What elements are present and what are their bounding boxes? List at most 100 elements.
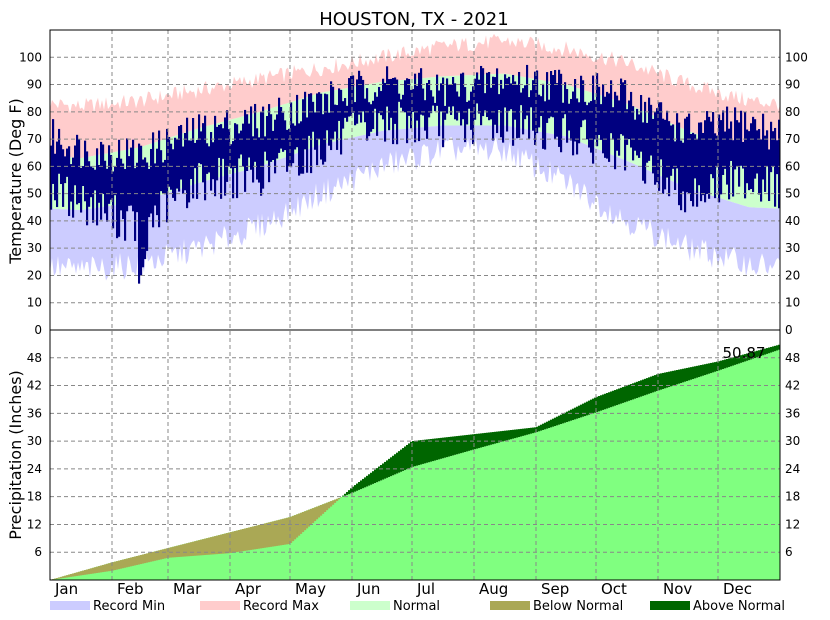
above-normal-bar xyxy=(372,471,375,484)
above-normal-bar xyxy=(652,375,655,393)
above-normal-bar xyxy=(686,367,689,382)
below-normal-bar xyxy=(114,561,117,571)
above-normal-bar xyxy=(544,422,547,430)
observed-temp-bar xyxy=(364,98,367,123)
observed-temp-bar xyxy=(760,139,763,202)
below-normal-bar xyxy=(196,540,199,556)
below-normal-bar xyxy=(306,510,309,529)
below-normal-bar xyxy=(96,566,99,573)
observed-temp-bar xyxy=(144,157,147,260)
observed-temp-bar xyxy=(404,80,407,113)
above-normal-bar xyxy=(690,367,693,380)
above-normal-bar xyxy=(528,428,531,435)
precipitation-axis-label: Precipitation (Inches) xyxy=(6,370,25,540)
observed-temp-bar xyxy=(706,111,709,194)
below-normal-bar xyxy=(216,535,219,555)
above-normal-bar xyxy=(746,353,749,361)
temperature-tick-label-left: 50 xyxy=(27,187,42,201)
observed-temp-bar xyxy=(586,105,589,140)
observed-temp-bar xyxy=(342,101,345,129)
below-normal-bar xyxy=(94,567,97,574)
above-normal-bar xyxy=(354,485,357,492)
observed-temp-bar xyxy=(512,74,515,146)
below-normal-bar xyxy=(156,550,159,561)
above-normal-bar xyxy=(718,361,721,371)
precipitation-total-label: 50.87 xyxy=(723,344,766,362)
below-normal-bar xyxy=(236,530,239,553)
observed-temp-bar xyxy=(226,110,229,182)
legend-swatch xyxy=(490,601,530,610)
month-tick-label: Dec xyxy=(723,580,752,598)
observed-temp-bar xyxy=(120,158,123,211)
observed-temp-bar xyxy=(620,78,623,135)
observed-temp-bar xyxy=(340,89,343,155)
legend-label: Record Min xyxy=(93,599,165,614)
below-normal-bar xyxy=(206,538,209,555)
above-normal-bar xyxy=(524,428,527,436)
above-normal-bar xyxy=(582,403,585,417)
observed-temp-bar xyxy=(564,82,567,115)
observed-temp-bar xyxy=(584,101,587,120)
above-normal-bar xyxy=(720,360,723,370)
observed-temp-bar xyxy=(778,119,781,209)
observed-temp-bar xyxy=(280,107,283,149)
observed-temp-bar xyxy=(88,161,91,207)
above-normal-bar xyxy=(700,365,703,377)
observed-temp-bar xyxy=(498,94,501,111)
above-normal-bar xyxy=(442,437,445,459)
below-normal-bar xyxy=(316,506,319,520)
observed-temp-bar xyxy=(714,133,717,199)
observed-temp-bar xyxy=(594,99,597,140)
observed-temp-bar xyxy=(262,106,265,189)
observed-temp-bar xyxy=(486,72,489,118)
legend-item: Record Max xyxy=(200,599,319,614)
observed-temp-bar xyxy=(704,120,707,203)
above-normal-bar xyxy=(572,408,575,421)
observed-temp-bar xyxy=(734,107,737,170)
precipitation-tick-label-left: 12 xyxy=(27,517,42,531)
above-normal-bar xyxy=(656,374,659,391)
below-normal-bar xyxy=(102,564,105,573)
observed-temp-bar xyxy=(86,151,89,226)
below-normal-bar xyxy=(192,541,195,556)
observed-temp-bar xyxy=(418,72,421,142)
temperature-tick-label-left: 30 xyxy=(27,241,42,255)
month-tick-label: Jan xyxy=(54,580,78,598)
above-normal-bar xyxy=(624,386,627,403)
observed-temp-bar xyxy=(286,129,289,172)
above-normal-bar xyxy=(430,438,433,462)
temperature-tick-label-left: 90 xyxy=(27,78,42,92)
above-normal-bar xyxy=(554,417,557,427)
observed-temp-bar xyxy=(670,125,673,176)
above-normal-bar xyxy=(584,402,587,417)
observed-temp-bar xyxy=(736,120,739,167)
observed-temp-bar xyxy=(372,100,375,130)
observed-temp-bar xyxy=(624,80,627,171)
observed-temp-bar xyxy=(434,102,437,112)
observed-temp-bar xyxy=(238,133,241,159)
above-normal-bar xyxy=(418,440,421,466)
below-normal-bar xyxy=(184,543,187,557)
observed-temp-bar xyxy=(214,115,217,197)
observed-temp-bar xyxy=(134,168,137,242)
above-normal-bar xyxy=(428,439,431,463)
observed-temp-bar xyxy=(588,102,591,148)
observed-temp-bar xyxy=(414,73,417,143)
below-normal-bar xyxy=(326,502,329,511)
below-normal-bar xyxy=(112,562,115,571)
observed-temp-bar xyxy=(660,102,663,160)
above-normal-bar xyxy=(456,436,459,455)
below-normal-bar xyxy=(174,546,177,558)
below-normal-bar xyxy=(76,572,79,576)
observed-temp-bar xyxy=(80,167,83,213)
above-normal-bar xyxy=(490,432,493,445)
above-normal-bar xyxy=(390,457,393,477)
observed-temp-bar xyxy=(636,108,639,156)
observed-temp-bar xyxy=(502,88,505,143)
above-normal-bar xyxy=(504,430,507,441)
precipitation-tick-label-right: 12 xyxy=(785,517,800,531)
above-normal-bar xyxy=(752,351,755,359)
observed-temp-bar xyxy=(210,132,213,191)
below-normal-bar xyxy=(124,559,127,568)
observed-temp-bar xyxy=(422,88,425,116)
